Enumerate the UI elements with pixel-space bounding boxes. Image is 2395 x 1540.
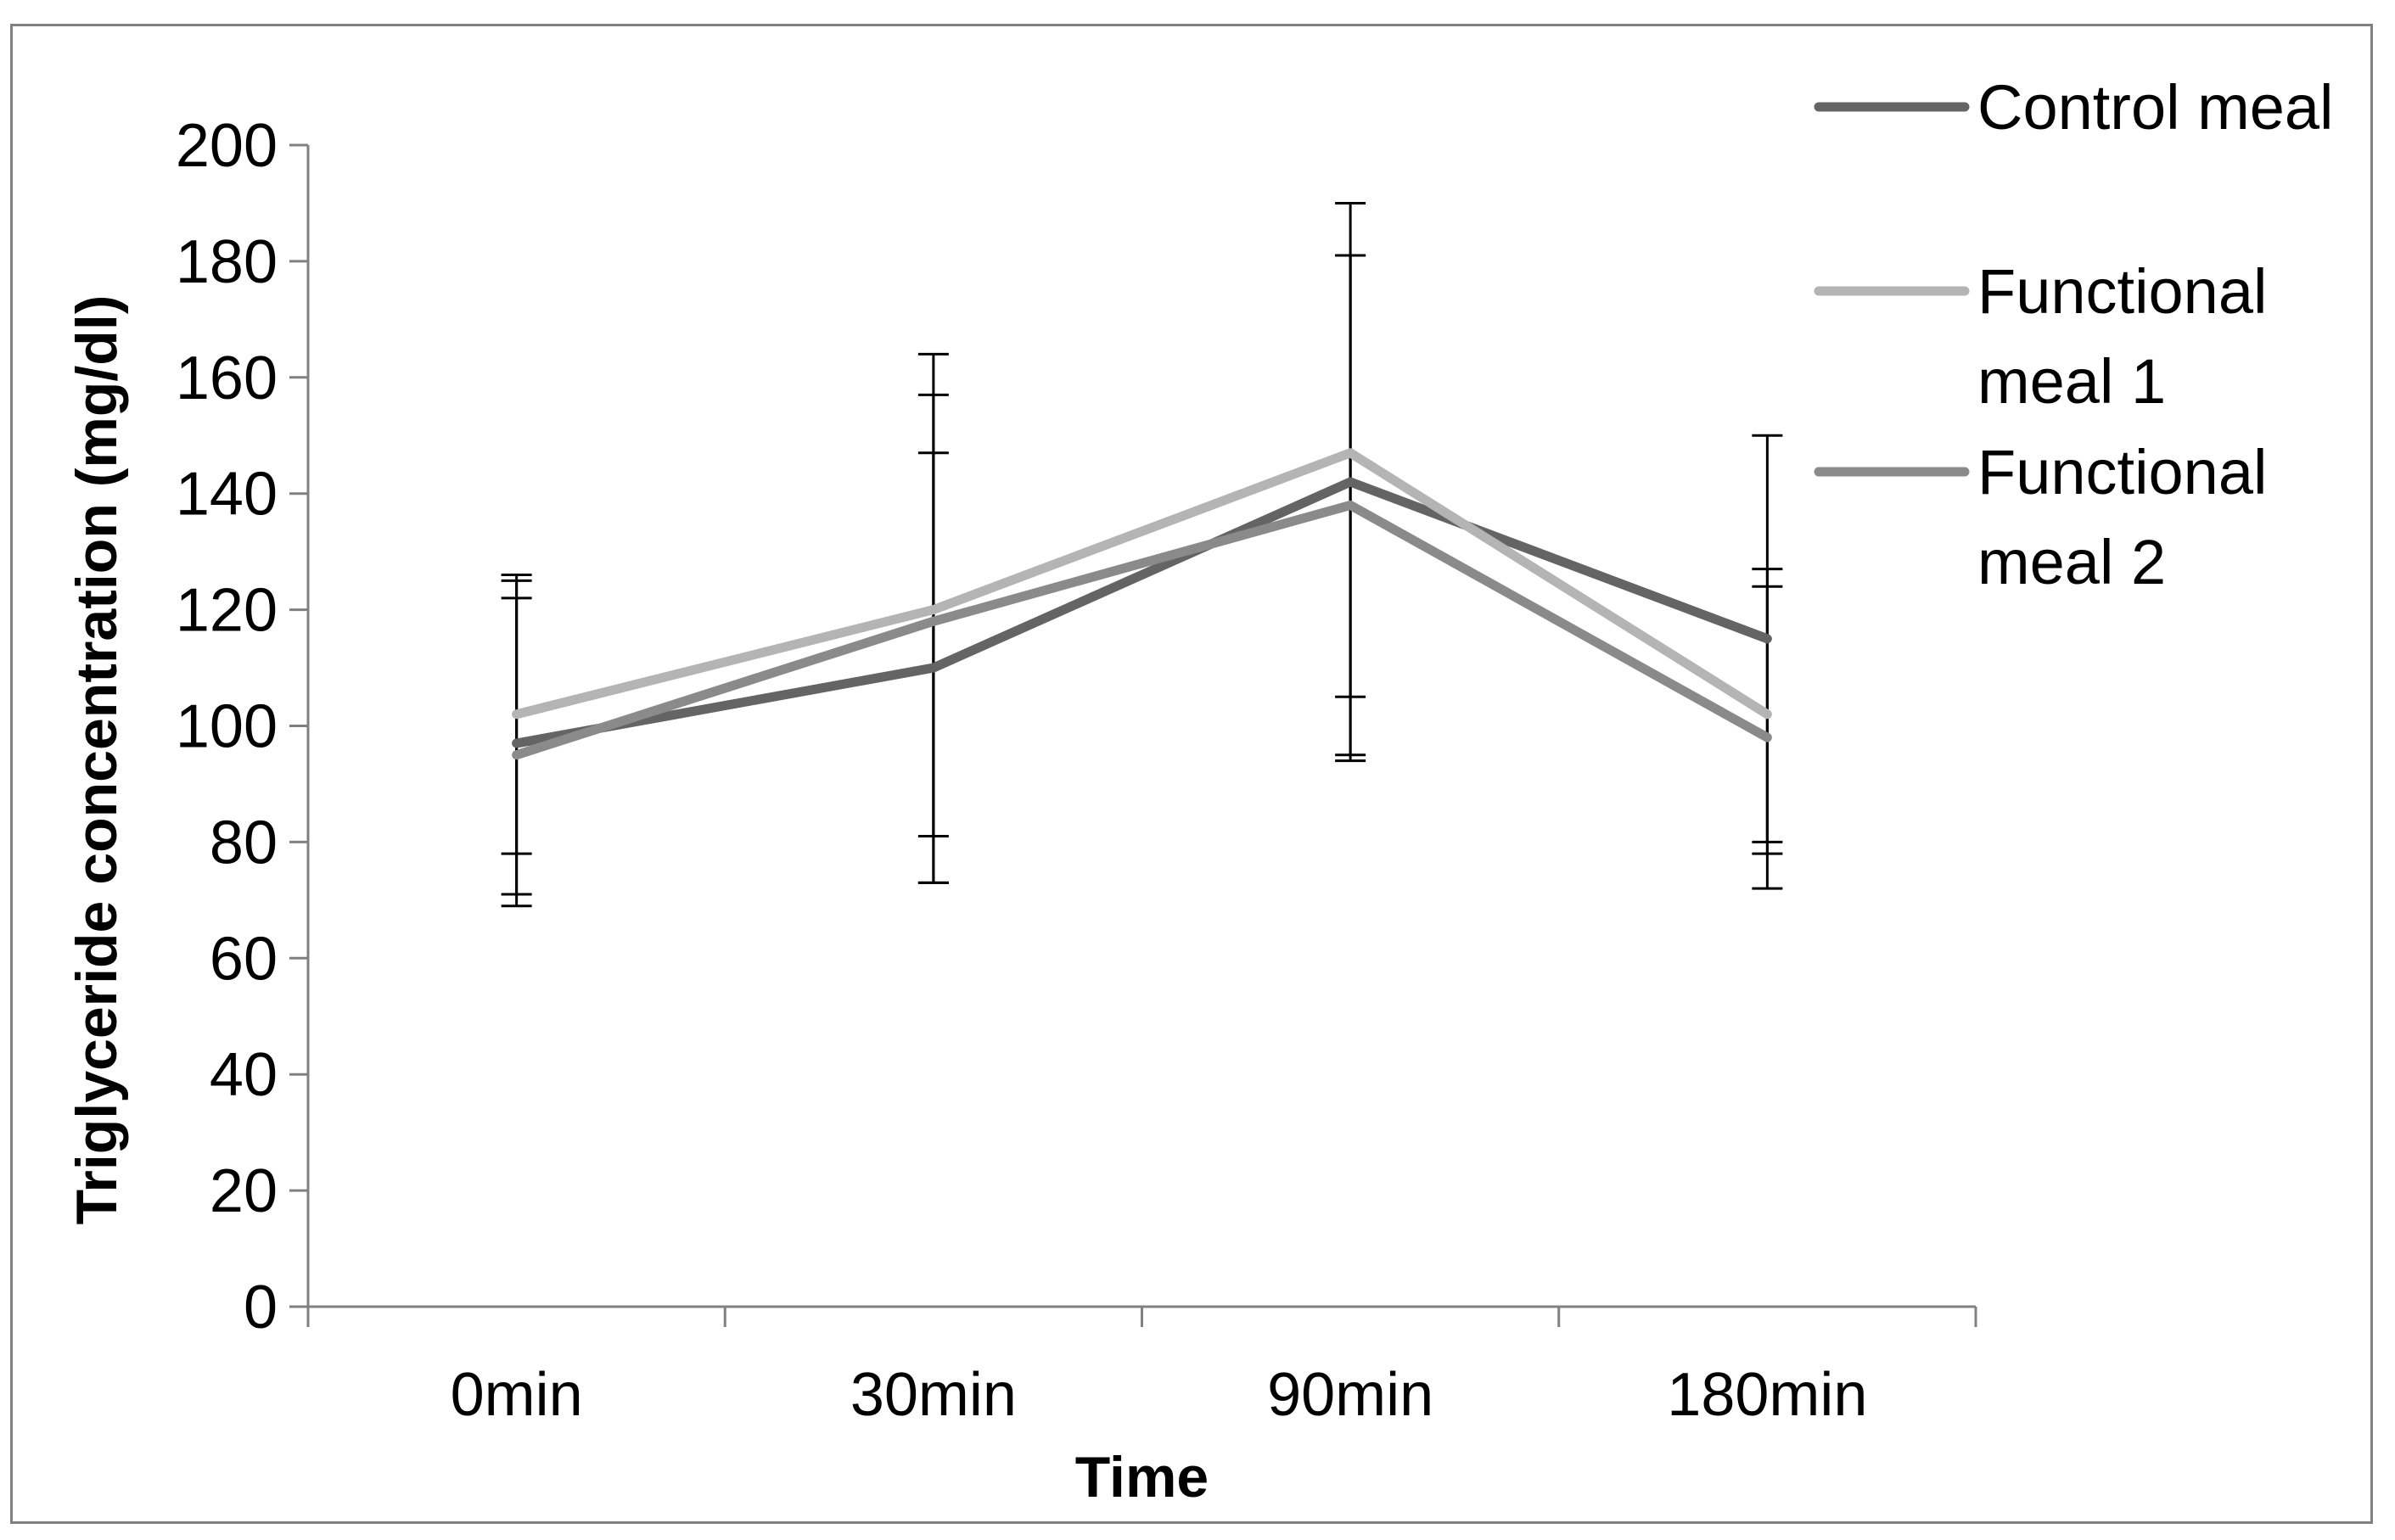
legend-label: meal 1 bbox=[1977, 346, 2166, 417]
series-line-functional-meal-2 bbox=[512, 500, 1772, 760]
legend-label: Functional bbox=[1977, 256, 2267, 327]
y-tick-label: 40 bbox=[210, 1041, 278, 1109]
line-chart: 0 20 40 60 80 100 120 140 160 180 200 0min 30min 90mi… bbox=[65, 72, 2334, 1509]
legend-label: Functional bbox=[1977, 437, 2267, 507]
series-lines bbox=[512, 448, 1772, 760]
x-axis-title: Time bbox=[1075, 1445, 1209, 1509]
y-tick-label: 0 bbox=[244, 1274, 278, 1341]
y-axis-title: Triglyceride concentration (mg/dl) bbox=[65, 295, 129, 1225]
x-tick-label: 0min bbox=[451, 1361, 583, 1429]
y-tick-label: 200 bbox=[176, 112, 278, 180]
legend[interactable]: Control meal Functional meal 1 Functional me… bbox=[1814, 72, 2334, 597]
y-tick-label: 180 bbox=[176, 228, 278, 296]
chart-frame: 0 20 40 60 80 100 120 140 160 180 200 0min 30min 90mi… bbox=[10, 24, 2373, 1524]
y-tick-label: 80 bbox=[210, 809, 278, 876]
axes: 0 20 40 60 80 100 120 140 160 180 200 0min 30min 90mi… bbox=[176, 112, 1977, 1429]
series-line-control-meal bbox=[512, 477, 1772, 748]
y-tick-label: 20 bbox=[210, 1157, 278, 1225]
error-bars bbox=[501, 201, 1783, 908]
y-tick-label: 60 bbox=[210, 925, 278, 993]
y-tick-label: 140 bbox=[176, 461, 278, 529]
series-line-functional-meal-1 bbox=[512, 448, 1772, 720]
y-tick-label: 160 bbox=[176, 344, 278, 412]
y-tick-label: 100 bbox=[176, 693, 278, 761]
x-tick-label: 30min bbox=[850, 1361, 1017, 1429]
legend-label: Control meal bbox=[1977, 72, 2334, 143]
y-tick-label: 120 bbox=[176, 577, 278, 645]
x-tick-label: 90min bbox=[1267, 1361, 1433, 1429]
legend-label: meal 2 bbox=[1977, 527, 2166, 597]
x-tick-label: 180min bbox=[1667, 1361, 1867, 1429]
